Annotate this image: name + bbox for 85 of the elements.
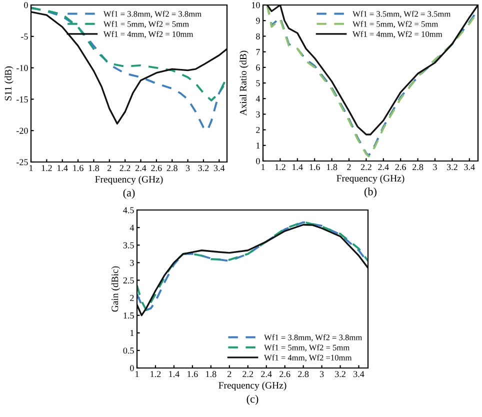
y-tick-label: -10 xyxy=(16,64,28,72)
y-tick-label: 3 xyxy=(256,111,260,118)
x-tick-label: 1.4 xyxy=(58,165,68,172)
y-tick-label: 1.5 xyxy=(124,312,134,319)
y-tick-label: 1 xyxy=(256,142,260,149)
x-tick-label: 1 xyxy=(262,164,265,170)
x-tick-label: 3.4 xyxy=(464,164,475,170)
legend-label: Wf1 = 5mm, Wf2 = 5mm xyxy=(103,20,189,28)
x-tick-label: 3.2 xyxy=(198,165,209,172)
y-tick-label: 0 xyxy=(256,158,260,164)
x-tick-label: 1.2 xyxy=(42,165,52,172)
y-tick-label: 2 xyxy=(130,294,134,301)
text: (b) xyxy=(364,188,376,198)
y-tick-label: 0.5 xyxy=(123,348,134,354)
y-tick-label: 8 xyxy=(256,33,260,40)
x-tick-label: 1.4 xyxy=(292,164,303,170)
y-tick-label: 10 xyxy=(252,2,260,8)
x-tick-label: 2.2 xyxy=(242,371,254,378)
y-tick-label: 3.5 xyxy=(123,242,134,248)
x-tick-label: 1.8 xyxy=(206,371,216,378)
x-tick-label: 2 xyxy=(228,371,232,378)
x-tick-label: 2.4 xyxy=(136,165,146,172)
legend-label: Wf1 = 4mm, Wf2 = 10mm xyxy=(352,31,442,38)
y-tick-label: 4.5 xyxy=(123,207,134,214)
text: (a) xyxy=(123,188,135,199)
x-tick-label: 2.8 xyxy=(298,371,309,378)
x-tick-label: 2.2 xyxy=(120,165,130,172)
y-tick-label: 2 xyxy=(256,126,260,133)
y-tick-label: 9 xyxy=(256,18,260,24)
y-tick-label: 1 xyxy=(130,330,134,336)
x-tick-label: 1.8 xyxy=(88,165,100,172)
x-tick-label: 1.4 xyxy=(169,371,180,378)
y-axis-title: S11 (dB) xyxy=(4,66,14,100)
y-tick-label: -5 xyxy=(21,34,28,40)
y-tick-label: 3 xyxy=(130,260,134,266)
x-tick-label: 1 xyxy=(136,371,139,378)
x-tick-label: 1.8 xyxy=(326,164,338,170)
x-tick-label: 1.2 xyxy=(275,164,286,170)
y-tick-label: 2.5 xyxy=(123,277,134,284)
y-tick-label: 6 xyxy=(256,64,260,71)
line-series xyxy=(31,7,227,102)
x-axis-title: Frequency (GHz) xyxy=(218,382,286,391)
x-tick-label: 2.6 xyxy=(151,165,162,172)
x-tick-label: 2 xyxy=(347,164,351,170)
y-tick-label: -25 xyxy=(16,159,28,166)
x-tick-label: 3.4 xyxy=(354,371,364,378)
x-tick-label: 3 xyxy=(186,165,190,172)
x-tick-label: 1.6 xyxy=(188,371,198,378)
x-tick-label: 1.6 xyxy=(73,165,84,172)
x-axis-title: Frequency (GHz) xyxy=(95,176,163,185)
x-tick-label: 3 xyxy=(320,371,324,378)
legend-label: Wf1 = 3.8mm, Wf2 = 3.8mm xyxy=(264,334,362,342)
legend-label: Wf1 = 3.8mm, Wf2 = 3.8mm xyxy=(103,10,202,18)
x-tick-label: 2.4 xyxy=(261,371,272,378)
x-tick-label: 1.2 xyxy=(150,371,161,378)
legend-label: Wf1 = 4mm, Wf2 =10mm xyxy=(264,354,352,362)
text: (c) xyxy=(246,394,258,405)
x-tick-label: 3.2 xyxy=(446,164,458,170)
legend-label: Wf1 = 5mm, Wf2 = 5mm xyxy=(352,20,438,28)
legend-label: Wf1 = 5mm, Wf2 = 5mm xyxy=(264,344,350,352)
x-tick-label: 1 xyxy=(30,165,33,172)
y-tick-label: 0 xyxy=(24,2,28,8)
y-axis-title: Gain (dBic) xyxy=(111,266,120,312)
y-axis-title: Axial Ratio (dB) xyxy=(240,50,248,116)
x-tick-label: 2.8 xyxy=(412,164,424,170)
x-tick-label: 2.8 xyxy=(166,165,178,172)
legend-label: Wf1 = 4mm, Wf2 = 10mm xyxy=(103,31,194,38)
x-tick-label: 3 xyxy=(433,164,437,170)
y-tick-label: -15 xyxy=(16,96,28,102)
x-axis-title: Frequency (GHz) xyxy=(336,174,404,184)
x-tick-label: 2.4 xyxy=(378,164,389,170)
y-tick-label: 0 xyxy=(130,365,134,372)
y-tick-label: -20 xyxy=(16,128,28,134)
legend-label: Wf1 = 3.5mm, Wf2 = 3.5mm xyxy=(352,10,451,18)
x-tick-label: 2.2 xyxy=(360,164,372,170)
x-tick-label: 2.6 xyxy=(395,164,406,170)
y-tick-label: 4 xyxy=(256,96,260,102)
x-tick-label: 1.6 xyxy=(310,164,320,170)
y-tick-label: 5 xyxy=(256,80,260,86)
x-tick-label: 2 xyxy=(108,165,112,172)
x-tick-label: 3.2 xyxy=(335,371,346,378)
y-tick-label: 4 xyxy=(130,224,134,231)
x-tick-label: 3.4 xyxy=(214,165,225,172)
y-tick-label: 7 xyxy=(256,49,260,55)
x-tick-label: 2.6 xyxy=(280,371,290,378)
